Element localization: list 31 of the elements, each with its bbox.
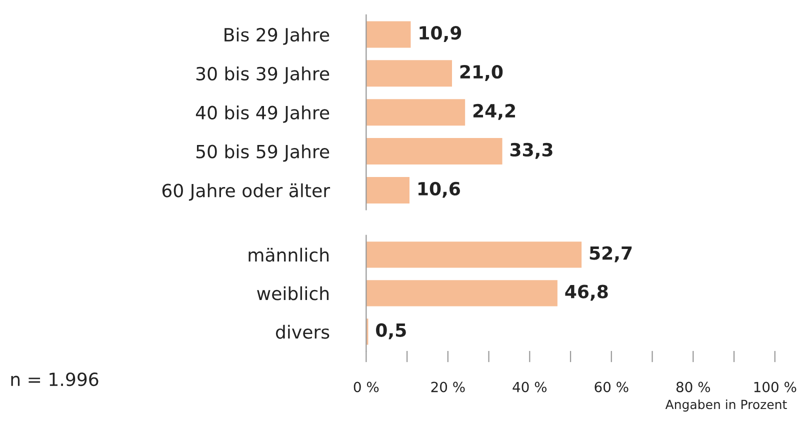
x-tick-label: 20 % xyxy=(431,382,465,392)
y-tick-label: divers xyxy=(276,324,330,339)
x-tick-label: 40 % xyxy=(512,382,547,392)
bar xyxy=(366,280,558,306)
y-tick-label: 40 bis 49 Jahre xyxy=(196,105,330,123)
y-tick-label: 50 bis 59 Jahre xyxy=(196,144,330,162)
bar xyxy=(366,138,502,165)
data-label: 46,8 xyxy=(565,284,608,301)
bar xyxy=(366,242,582,268)
y-tick-label: Bis 29 Jahre xyxy=(224,28,330,45)
x-tick-label: 100 % xyxy=(754,382,796,392)
data-label: 10,6 xyxy=(418,182,460,198)
y-tick-label: 30 bis 39 Jahre xyxy=(196,66,330,84)
bar xyxy=(366,99,466,126)
bar xyxy=(366,60,452,87)
y-tick-label: männlich xyxy=(248,248,329,262)
bar xyxy=(366,21,411,48)
data-label: 24,2 xyxy=(473,104,516,120)
x-tick-label: 60 % xyxy=(594,382,628,392)
data-label: 0,5 xyxy=(376,323,406,340)
x-tick-label: 80 % xyxy=(676,382,710,392)
data-label: 10,9 xyxy=(420,26,462,42)
data-label: 21,0 xyxy=(460,64,503,81)
y-tick-label: weiblich xyxy=(257,286,329,300)
bar xyxy=(366,177,410,204)
x-axis-title: Angaben in Prozent xyxy=(665,399,787,412)
x-tick-label: 0 % xyxy=(354,382,379,392)
data-label: 52,7 xyxy=(590,246,632,262)
text: n = 1.996 xyxy=(11,372,98,386)
y-tick-label: 60 Jahre oder älter xyxy=(162,183,330,201)
data-label: 33,3 xyxy=(510,142,552,159)
